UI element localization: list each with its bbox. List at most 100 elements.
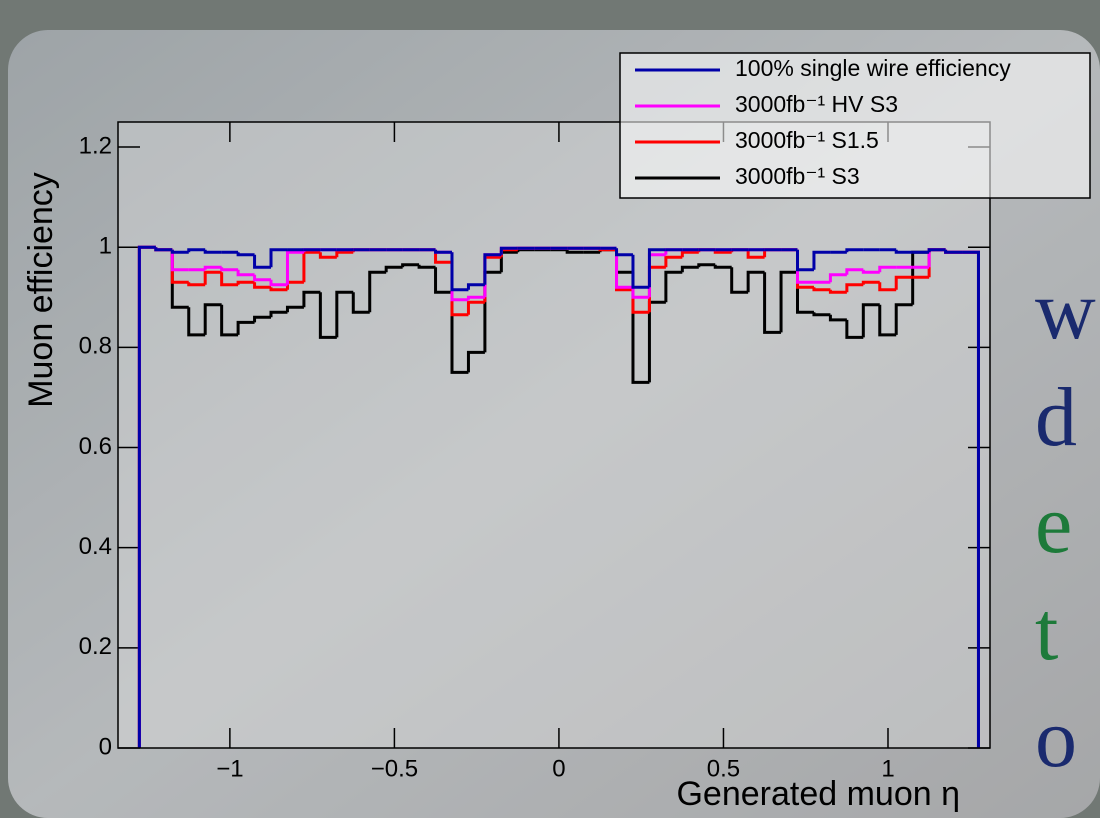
histogram-step bbox=[845, 283, 864, 293]
histogram-step bbox=[927, 248, 946, 253]
histogram-step bbox=[565, 249, 584, 254]
legend-label: 3000fb⁻¹ S1.5 bbox=[735, 127, 879, 153]
histogram-step bbox=[450, 252, 469, 292]
histogram-step bbox=[615, 248, 633, 257]
histogram-step bbox=[878, 265, 897, 273]
histogram-step bbox=[203, 303, 222, 335]
y-tick-label: 0.2 bbox=[79, 633, 112, 660]
histogram-step bbox=[828, 289, 847, 294]
plot bbox=[118, 122, 990, 749]
histogram-step bbox=[746, 249, 765, 259]
histogram-step bbox=[746, 270, 765, 293]
histogram-step bbox=[220, 304, 239, 337]
y-tick-label: 0.6 bbox=[79, 433, 112, 460]
background-text: d bbox=[1035, 371, 1077, 464]
histogram-step bbox=[812, 287, 831, 292]
histogram-step bbox=[187, 307, 206, 337]
plot-frame bbox=[117, 121, 991, 749]
histogram-step bbox=[187, 248, 206, 253]
histogram-step bbox=[680, 250, 699, 258]
y-tick-label: 0.8 bbox=[79, 333, 112, 360]
histogram-step bbox=[631, 254, 650, 289]
histogram-step bbox=[170, 249, 189, 254]
histogram-step bbox=[466, 295, 485, 300]
histogram-step bbox=[894, 275, 913, 290]
histogram-step bbox=[269, 279, 288, 287]
histogram-step bbox=[285, 250, 304, 285]
histogram-step bbox=[894, 303, 913, 335]
histogram-step bbox=[812, 312, 831, 317]
histogram-step bbox=[483, 253, 502, 285]
histogram-step bbox=[894, 249, 913, 254]
x-axis-label: Generated muon η bbox=[676, 775, 960, 813]
histogram-step bbox=[269, 248, 288, 268]
legend-label: 3000fb⁻¹ HV S3 bbox=[735, 91, 898, 117]
histogram-step bbox=[368, 270, 387, 313]
histogram-step bbox=[828, 273, 847, 283]
histogram-step bbox=[450, 292, 469, 374]
y-tick-label: 1.2 bbox=[79, 132, 112, 159]
legend-label: 3000fb⁻¹ S3 bbox=[735, 163, 860, 189]
histogram-step bbox=[631, 287, 650, 299]
histogram-step bbox=[417, 264, 436, 269]
histogram-step bbox=[285, 305, 304, 313]
histogram-step bbox=[962, 250, 980, 748]
histogram-step bbox=[253, 254, 272, 269]
histogram-step bbox=[253, 274, 272, 282]
x-tick-label: 1 bbox=[881, 755, 894, 782]
histogram-step bbox=[763, 272, 782, 334]
histogram-step bbox=[845, 268, 864, 275]
histogram-step bbox=[466, 350, 485, 373]
histogram-step bbox=[154, 247, 173, 252]
y-tick-label: 1 bbox=[99, 233, 112, 260]
histogram-step bbox=[318, 252, 337, 259]
histogram-step bbox=[236, 252, 255, 257]
legend-box bbox=[619, 52, 1091, 199]
histogram-step bbox=[384, 265, 403, 273]
histogram-step bbox=[664, 270, 683, 303]
histogram-step bbox=[269, 287, 288, 292]
histogram-step bbox=[697, 263, 716, 268]
histogram-step bbox=[878, 282, 897, 292]
histogram-step bbox=[796, 249, 814, 272]
histogram-step bbox=[466, 300, 485, 315]
legend: 100% single wire efficiency 3000fb⁻¹ HV S… bbox=[619, 52, 1091, 199]
background-text: e bbox=[1035, 478, 1072, 571]
histogram-step bbox=[779, 270, 798, 333]
histogram-step bbox=[269, 310, 288, 318]
histogram-step bbox=[335, 290, 354, 338]
histogram-step bbox=[203, 265, 222, 270]
histogram-step bbox=[812, 250, 831, 270]
histogram-step bbox=[318, 292, 337, 339]
background-text: t bbox=[1035, 585, 1058, 678]
x-tick-label: 0.5 bbox=[707, 755, 740, 782]
histogram-step bbox=[170, 249, 189, 272]
histogram-step bbox=[713, 264, 732, 269]
histogram-step bbox=[680, 265, 699, 273]
x-tick-label: −0.5 bbox=[371, 755, 418, 782]
histogram-step bbox=[253, 282, 272, 289]
y-axis-label: Muon efficiency bbox=[22, 172, 60, 408]
plot-area bbox=[118, 122, 990, 748]
histogram-step bbox=[302, 290, 321, 308]
histogram-step bbox=[828, 314, 847, 322]
histogram-step bbox=[220, 272, 239, 287]
histogram-step bbox=[861, 269, 880, 274]
histogram-step bbox=[845, 248, 864, 253]
histogram-step bbox=[187, 282, 206, 287]
histogram-step bbox=[351, 292, 370, 314]
y-tick-label: 0.4 bbox=[79, 533, 112, 560]
histogram-step bbox=[236, 320, 255, 335]
histogram-step bbox=[253, 315, 272, 323]
histogram-step bbox=[236, 280, 255, 285]
histogram-step bbox=[944, 249, 963, 254]
histogram-step bbox=[434, 249, 452, 264]
histogram-step bbox=[615, 248, 633, 289]
y-tick-label: 0 bbox=[99, 733, 112, 760]
x-tick-label: 0 bbox=[552, 755, 565, 782]
histogram-step bbox=[401, 263, 420, 268]
histogram-step bbox=[236, 269, 255, 277]
legend-label: 100% single wire efficiency bbox=[735, 55, 1011, 81]
